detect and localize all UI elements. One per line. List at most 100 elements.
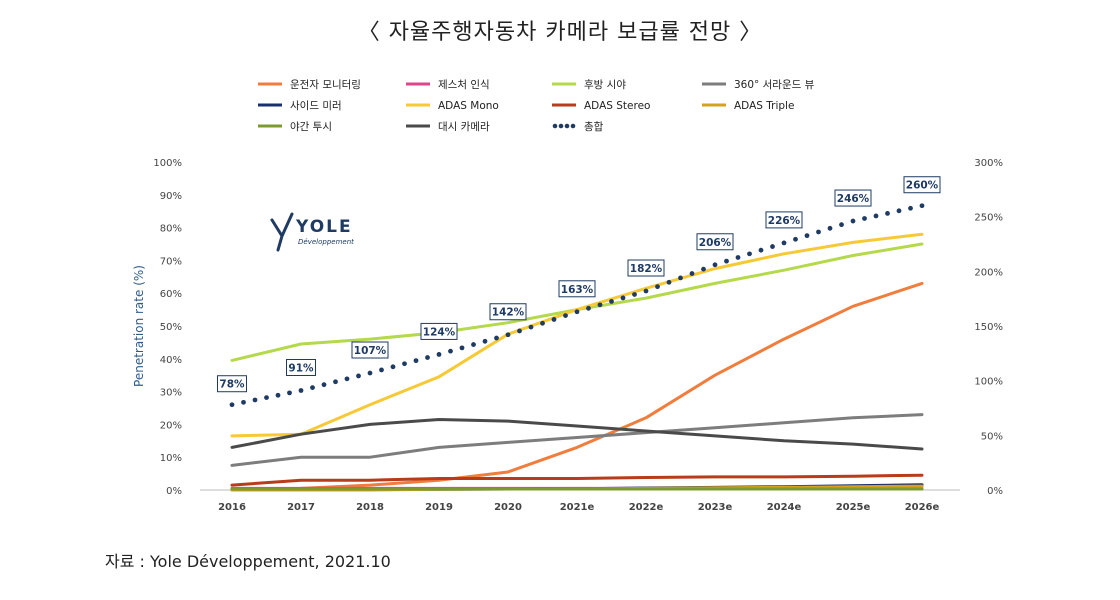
total-dot [471,342,476,347]
total-dot [919,203,925,209]
total-dot [816,229,821,235]
y2-tick-label: 50% [981,431,1003,442]
total-dot [540,320,545,326]
total-dot [678,275,683,281]
y2-tick-label: 250% [974,213,1003,224]
total-callout-box [765,211,803,229]
total-dot [781,240,787,246]
x-tick-label: 2018 [356,502,384,513]
total-dot [298,388,304,393]
total-dot [459,345,465,351]
y-axis-label: Penetration rate (%) [132,265,146,387]
total-dot [689,271,695,276]
x-tick-label: 2017 [287,502,315,513]
total-dot [379,367,384,373]
total-dot [252,397,258,403]
total-callout-label: 260% [906,180,939,192]
source-note: 자료 : Yole Développement, 2021.10 [105,552,391,571]
total-dot [597,302,603,308]
total-dot [804,233,810,239]
total-dot [758,247,764,253]
total-callout-box [696,233,734,251]
y-tick-label: 70% [160,256,182,267]
total-dot [482,338,488,344]
x-tick-label: 2019 [425,502,453,513]
logo-icon [270,212,294,252]
total-callout-box [558,280,596,298]
y-tick-label: 100% [153,158,182,169]
y-tick-label: 40% [160,355,182,366]
total-dot [436,352,442,357]
total-dot [356,373,361,379]
total-dot [701,266,706,272]
total-dot [609,299,614,304]
total-dot [793,236,798,242]
total-dot [551,317,557,322]
total-dot [390,364,396,370]
total-dot [448,348,453,354]
total-dot [505,332,511,338]
total-callout-label: 163% [561,284,594,296]
total-dot [850,218,856,224]
total-dot [655,284,660,290]
legend-label: 360° 서라운드 뷰 [734,79,815,91]
y2-tick-label: 0% [987,486,1003,497]
total-dot [275,392,281,398]
total-dot [908,205,913,211]
logo-subtitle: Développement [298,238,354,246]
total-callout-box [489,303,527,321]
total-dot [643,288,649,294]
total-callout-box [627,259,665,277]
total-dot [862,216,867,221]
total-dot [321,382,327,388]
total-callout-label: 246% [837,193,870,205]
total-callout-label: 78% [219,379,245,391]
x-tick-label: 2024e [767,502,802,513]
total-dot [528,324,534,330]
y-tick-label: 50% [160,322,182,333]
legend-label: 운전자 모니터링 [290,79,361,91]
series-line [230,413,924,467]
total-dot [620,295,626,301]
x-tick-label: 2022e [629,502,664,513]
total-callout-label: 142% [492,307,525,319]
total-callout-box [834,189,872,207]
total-dot [494,335,499,341]
legend-swatch [552,123,558,129]
total-dot [425,355,430,360]
legend-label: 후방 시야 [584,78,626,91]
total-dot [770,244,775,249]
y-tick-label: 80% [160,224,182,235]
legend-label: 야간 투시 [290,120,332,133]
legend-label: 총합 [584,121,604,133]
total-dot [333,379,338,385]
series-line [230,418,924,451]
total-dot [344,376,350,382]
total-dot [310,385,315,390]
total-dot [839,222,844,228]
total-callout-box [420,322,458,340]
total-dot [896,208,902,214]
total-callout-label: 206% [699,237,732,249]
total-callout-label: 124% [423,326,456,338]
total-dot [287,390,292,396]
total-dot [402,361,407,367]
x-tick-label: 2025e [836,502,871,513]
series-line [230,232,924,438]
total-callout-label: 107% [354,345,387,357]
total-callout-box [351,341,389,359]
total-dot [574,309,580,315]
total-dot [264,395,269,401]
total-dot [666,279,672,285]
series-line [230,242,924,362]
logo-name: YOLE [295,217,353,237]
total-dot [632,292,637,297]
total-dot [885,210,890,216]
total-dot [563,313,568,319]
total-dot [367,370,373,376]
total-dot [241,399,246,405]
y-tick-label: 20% [160,420,182,431]
total-dot [229,402,235,408]
